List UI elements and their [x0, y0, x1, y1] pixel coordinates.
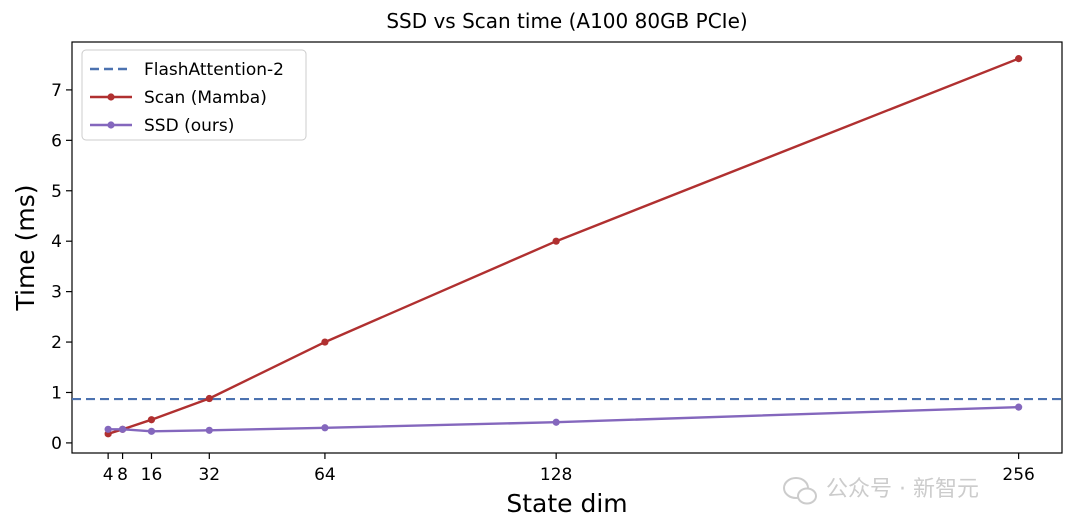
- y-tick-label: 3: [51, 283, 62, 303]
- legend-box: [81, 49, 307, 141]
- series-point: [118, 425, 127, 433]
- x-axis-label: State dim: [506, 489, 627, 518]
- x-tick-label: 64: [314, 465, 336, 485]
- legend-label: SSD (ours): [144, 116, 234, 136]
- series-1: [104, 403, 1023, 435]
- watermark-text: 公众号 · 新智元: [826, 477, 979, 502]
- legend-marker: [107, 121, 115, 129]
- y-tick-label: 2: [51, 333, 62, 353]
- legend-entry: SSD (ours): [90, 116, 234, 136]
- y-tick-label: 4: [51, 232, 62, 252]
- plot-frame: [71, 41, 1063, 454]
- watermark: 公众号 · 新智元: [783, 477, 979, 505]
- y-tick-label: 1: [51, 383, 62, 403]
- y-axis: 0 1 2 3 4 5 6 7: [51, 81, 72, 454]
- x-tick-label: 8: [117, 465, 128, 485]
- series-point: [147, 427, 156, 435]
- legend-marker: [107, 93, 115, 101]
- x-tick-label: 4: [103, 465, 114, 485]
- y-tick-label: 7: [51, 81, 62, 101]
- legend-entry: Scan (Mamba): [90, 88, 267, 108]
- series-group: [104, 55, 1023, 438]
- series-point: [552, 237, 560, 245]
- series-point: [552, 418, 560, 426]
- y-axis-label: Time (ms): [11, 184, 40, 311]
- series-line: [108, 405, 1019, 433]
- series-point: [321, 338, 329, 346]
- legend-entry: FlashAttention-2: [90, 60, 284, 80]
- x-tick-label: 32: [198, 465, 220, 485]
- series-point: [1015, 403, 1023, 411]
- y-tick-label: 0: [51, 434, 62, 454]
- wechat-icon: [783, 477, 817, 505]
- x-tick-label: 256: [1002, 465, 1034, 485]
- series-point: [104, 425, 112, 433]
- y-tick-label: 5: [51, 182, 62, 202]
- series-point: [321, 424, 329, 432]
- series-point: [147, 416, 156, 424]
- series-point: [205, 426, 213, 434]
- x-tick-label: 16: [141, 465, 163, 485]
- legend: FlashAttention-2 Scan (Mamba) SSD (ours): [81, 49, 307, 141]
- x-tick-label: 128: [540, 465, 572, 485]
- legend-label: FlashAttention-2: [144, 60, 284, 80]
- series-point: [1015, 55, 1023, 63]
- legend-label: Scan (Mamba): [144, 88, 267, 108]
- chart-title: SSD vs Scan time (A100 80GB PCIe): [386, 9, 747, 33]
- x-axis: 4 8 16 32 64 128 256: [103, 453, 1035, 485]
- plot-area: [71, 41, 1063, 454]
- y-tick-label: 6: [51, 131, 62, 151]
- series-point: [205, 394, 213, 403]
